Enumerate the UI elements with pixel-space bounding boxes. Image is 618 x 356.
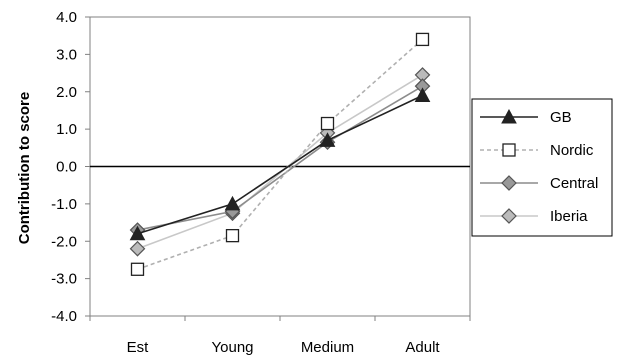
legend-marker (502, 143, 516, 157)
legend-item-iberia: Iberia (480, 208, 588, 225)
y-axis-title: Contribution to score (16, 92, 33, 245)
series-iberia (129, 67, 431, 257)
data-point-nordic (130, 262, 145, 276)
legend-item-gb: GB (480, 108, 572, 126)
y-tick-label: 0.0 (56, 159, 77, 176)
y-tick-label: -3.0 (51, 271, 77, 288)
y-tick-label: -1.0 (51, 196, 77, 213)
y-tick-label: 4.0 (56, 9, 77, 26)
series-central (129, 78, 431, 238)
data-point-nordic (320, 116, 335, 131)
legend-item-central: Central (480, 175, 598, 192)
y-tick-label: 1.0 (56, 121, 77, 138)
y-tick-label: -2.0 (51, 233, 77, 250)
legend-item-nordic: Nordic (480, 142, 594, 159)
data-point-nordic (415, 32, 430, 47)
data-point-gb (224, 195, 241, 211)
series-line-gb (137, 94, 423, 235)
legend-marker (501, 208, 517, 224)
x-tick-label: Young (212, 339, 254, 356)
x-tick-label: Medium (301, 339, 354, 356)
legend: GB Nordic Central Iberia (471, 98, 613, 237)
series-line-central (137, 85, 423, 231)
y-tick-label: 2.0 (56, 84, 77, 101)
legend-label: Nordic (550, 142, 594, 159)
data-point-iberia (129, 240, 146, 257)
x-axis: Est Young Medium Adult (89, 316, 471, 356)
series-gb (129, 87, 431, 241)
legend-marker (501, 108, 517, 124)
legend-label: Iberia (550, 208, 588, 225)
series-layer (129, 32, 431, 276)
data-point-gb (414, 87, 431, 102)
legend-marker (501, 175, 517, 191)
legend-box (471, 98, 613, 237)
plot-area (89, 16, 471, 317)
x-tick-label: Est (127, 339, 150, 356)
legend-label: GB (550, 109, 572, 126)
y-axis: 4.0 3.0 2.0 1.0 0.0 -1.0 -2.0 -3.0 -4.0 (51, 9, 90, 325)
series-line-iberia (137, 74, 423, 250)
x-tick-label: Adult (405, 339, 440, 356)
series-line-nordic (137, 38, 424, 271)
legend-label: Central (550, 175, 598, 192)
data-point-nordic (225, 228, 240, 243)
series-nordic (130, 32, 430, 276)
data-point-gb (319, 132, 336, 147)
y-tick-label: -4.0 (51, 308, 77, 325)
data-point-gb (129, 225, 146, 241)
y-tick-label: 3.0 (56, 46, 77, 63)
